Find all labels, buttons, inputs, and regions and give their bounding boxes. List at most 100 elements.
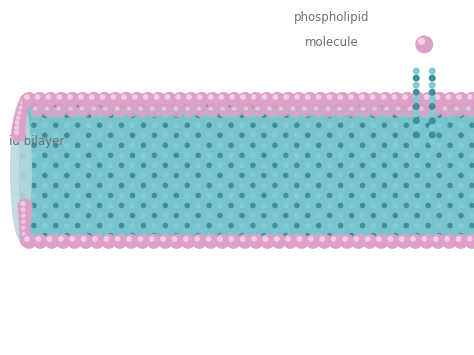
Circle shape bbox=[14, 130, 19, 135]
Circle shape bbox=[110, 94, 116, 100]
Circle shape bbox=[97, 233, 102, 239]
Circle shape bbox=[53, 203, 59, 208]
Circle shape bbox=[425, 213, 431, 218]
Circle shape bbox=[228, 182, 234, 188]
Circle shape bbox=[305, 153, 310, 158]
Circle shape bbox=[272, 142, 278, 148]
Circle shape bbox=[184, 203, 190, 208]
Circle shape bbox=[392, 132, 398, 138]
Circle shape bbox=[100, 104, 114, 117]
Circle shape bbox=[195, 173, 201, 178]
Circle shape bbox=[141, 163, 146, 168]
Circle shape bbox=[349, 113, 355, 118]
Circle shape bbox=[428, 124, 436, 131]
Circle shape bbox=[408, 106, 412, 111]
Circle shape bbox=[239, 233, 245, 239]
Circle shape bbox=[130, 122, 135, 128]
Circle shape bbox=[385, 234, 400, 249]
Circle shape bbox=[316, 94, 321, 100]
Circle shape bbox=[86, 223, 91, 228]
Circle shape bbox=[239, 142, 245, 148]
Circle shape bbox=[126, 236, 132, 242]
Circle shape bbox=[403, 132, 409, 138]
Circle shape bbox=[152, 122, 157, 128]
Circle shape bbox=[163, 153, 168, 158]
Circle shape bbox=[403, 142, 409, 148]
Circle shape bbox=[349, 223, 355, 228]
Circle shape bbox=[413, 110, 420, 117]
Circle shape bbox=[86, 163, 91, 168]
Circle shape bbox=[283, 234, 298, 249]
Circle shape bbox=[382, 223, 387, 228]
Circle shape bbox=[101, 234, 116, 249]
Circle shape bbox=[425, 102, 431, 108]
Circle shape bbox=[108, 213, 113, 218]
Circle shape bbox=[118, 233, 124, 239]
Circle shape bbox=[45, 106, 49, 111]
Circle shape bbox=[285, 236, 291, 242]
Circle shape bbox=[305, 113, 310, 118]
Circle shape bbox=[419, 234, 434, 249]
Circle shape bbox=[381, 94, 386, 100]
Text: id bilayer: id bilayer bbox=[9, 136, 65, 148]
Circle shape bbox=[466, 106, 471, 111]
Circle shape bbox=[305, 213, 310, 218]
Circle shape bbox=[21, 207, 26, 212]
Circle shape bbox=[428, 104, 441, 117]
Circle shape bbox=[408, 234, 423, 249]
Circle shape bbox=[195, 223, 201, 228]
Circle shape bbox=[173, 142, 179, 148]
Circle shape bbox=[261, 102, 267, 108]
Circle shape bbox=[228, 163, 234, 168]
Circle shape bbox=[184, 102, 190, 108]
Circle shape bbox=[11, 127, 26, 142]
Circle shape bbox=[75, 163, 81, 168]
Circle shape bbox=[130, 113, 135, 118]
Circle shape bbox=[31, 153, 36, 158]
Circle shape bbox=[20, 101, 24, 105]
Circle shape bbox=[184, 142, 190, 148]
Circle shape bbox=[283, 182, 289, 188]
Circle shape bbox=[136, 104, 149, 117]
Circle shape bbox=[152, 113, 157, 118]
Circle shape bbox=[17, 110, 21, 115]
Circle shape bbox=[382, 213, 387, 218]
Circle shape bbox=[447, 153, 453, 158]
Circle shape bbox=[18, 211, 32, 224]
Circle shape bbox=[469, 102, 474, 108]
Circle shape bbox=[36, 236, 41, 242]
Circle shape bbox=[130, 132, 135, 138]
Circle shape bbox=[260, 234, 275, 249]
Circle shape bbox=[261, 142, 267, 148]
Circle shape bbox=[305, 234, 320, 249]
Circle shape bbox=[392, 142, 398, 148]
Circle shape bbox=[195, 142, 201, 148]
Circle shape bbox=[163, 173, 168, 178]
Circle shape bbox=[443, 106, 447, 111]
Circle shape bbox=[118, 102, 124, 108]
Circle shape bbox=[31, 203, 36, 208]
Circle shape bbox=[19, 230, 31, 241]
Circle shape bbox=[316, 223, 321, 228]
Circle shape bbox=[371, 122, 376, 128]
Circle shape bbox=[118, 132, 124, 138]
Circle shape bbox=[86, 122, 91, 128]
Circle shape bbox=[428, 89, 436, 96]
Circle shape bbox=[453, 234, 468, 249]
Circle shape bbox=[75, 233, 81, 239]
Circle shape bbox=[327, 173, 332, 178]
Circle shape bbox=[327, 94, 332, 100]
Circle shape bbox=[163, 132, 168, 138]
Circle shape bbox=[414, 132, 420, 138]
Circle shape bbox=[349, 153, 355, 158]
Circle shape bbox=[294, 234, 309, 249]
Circle shape bbox=[316, 182, 321, 188]
Circle shape bbox=[31, 173, 36, 178]
Circle shape bbox=[159, 104, 173, 117]
Circle shape bbox=[146, 234, 162, 249]
Circle shape bbox=[443, 92, 458, 107]
Circle shape bbox=[206, 173, 212, 178]
Circle shape bbox=[261, 173, 267, 178]
Circle shape bbox=[362, 234, 377, 249]
Circle shape bbox=[425, 163, 431, 168]
